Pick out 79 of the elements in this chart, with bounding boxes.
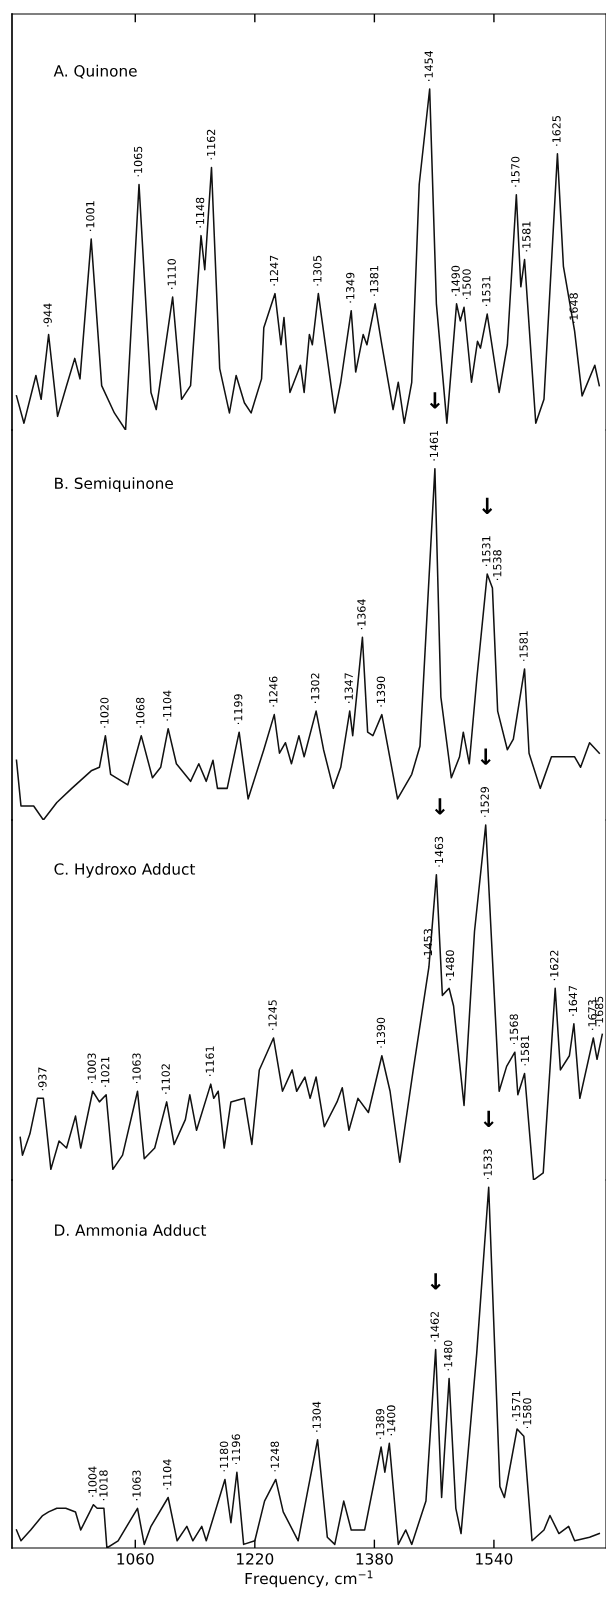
annotation: ·1110 bbox=[167, 259, 176, 289]
annotation: ·1063 bbox=[132, 1470, 141, 1501]
annotation: ·1533 bbox=[483, 1149, 492, 1180]
annotation: ·1570 bbox=[511, 156, 520, 187]
annotation: ·1685 bbox=[594, 996, 604, 1027]
annotation: ·1196 bbox=[231, 1434, 241, 1465]
annotation: ·1490 bbox=[451, 265, 460, 296]
annotation: ·1068 bbox=[136, 697, 145, 728]
annotation: ·1581 bbox=[522, 221, 531, 252]
annotation: ·1480 bbox=[445, 950, 455, 981]
annotation: ·1364 bbox=[357, 599, 366, 630]
annotation: ·1389 bbox=[375, 1409, 385, 1439]
annotation: ·1538 bbox=[493, 550, 502, 580]
annotation: ·1622 bbox=[550, 950, 559, 981]
annotation: ·1581 bbox=[519, 631, 528, 661]
x-tick-label: 1540 bbox=[476, 1553, 513, 1565]
annotation: ·1673 bbox=[588, 1000, 597, 1030]
annotation: ·1463 bbox=[434, 836, 444, 867]
annotation: ·1180 bbox=[219, 1441, 229, 1472]
annotation: ·1400 bbox=[386, 1405, 396, 1436]
annotation: ↓ bbox=[483, 1110, 494, 1128]
text: B. Semiquinone bbox=[55, 477, 173, 492]
annotation: ·1302 bbox=[310, 673, 320, 703]
annotation: ·1453 bbox=[423, 929, 433, 959]
annotation: ·1020 bbox=[100, 697, 109, 728]
annotation: ·1568 bbox=[509, 1014, 519, 1045]
annotation: ·937 bbox=[38, 1067, 47, 1091]
annotation: ·1305 bbox=[313, 255, 322, 286]
text: D. Ammonia Adduct bbox=[55, 1224, 207, 1236]
annotation: ·1347 bbox=[344, 673, 353, 703]
x-tick-label: 1220 bbox=[237, 1553, 274, 1565]
annotation: ·1247 bbox=[269, 255, 279, 286]
annotation: ·1647 bbox=[568, 985, 578, 1016]
annotation: ·1571 bbox=[512, 1391, 521, 1421]
annotation: ·1581 bbox=[520, 1035, 530, 1066]
annotation: ↓ bbox=[430, 1273, 441, 1290]
annotation: ·1390 bbox=[376, 676, 386, 707]
annotation: ·1461 bbox=[429, 430, 439, 461]
annotation: ·1531 bbox=[482, 536, 491, 566]
annotation: ·1104 bbox=[162, 690, 172, 721]
annotation: ·1500 bbox=[462, 269, 471, 300]
annotation: ·1065 bbox=[133, 146, 143, 177]
annotation: ·1003 bbox=[87, 1053, 96, 1084]
annotation: ·1390 bbox=[376, 1017, 386, 1048]
x-axis-title: Frequency, cm$^{−1}$ bbox=[245, 1570, 373, 1588]
annotation: ·1248 bbox=[270, 1441, 279, 1472]
annotation: ·1648 bbox=[569, 293, 578, 323]
annotation: ·1104 bbox=[162, 1459, 172, 1490]
annotation: ·1580 bbox=[522, 1398, 532, 1429]
annotation: ↓ bbox=[480, 748, 491, 765]
annotation: ·1381 bbox=[369, 266, 379, 296]
annotation: ·1349 bbox=[346, 272, 355, 303]
annotation: ·1454 bbox=[424, 50, 433, 81]
annotation: ·1246 bbox=[269, 676, 278, 707]
annotation: ·1199 bbox=[233, 694, 243, 725]
annotation: ·1162 bbox=[206, 129, 216, 160]
annotation: ·1462 bbox=[430, 1311, 439, 1342]
annotation: ·1529 bbox=[480, 787, 489, 817]
annotation: ·1161 bbox=[205, 1046, 214, 1077]
annotation: ·1018 bbox=[99, 1470, 108, 1501]
annotation: ·944 bbox=[43, 303, 52, 327]
annotation: ↓ bbox=[482, 497, 493, 514]
x-tick-label: 1380 bbox=[356, 1553, 393, 1565]
annotation: ↓ bbox=[434, 798, 445, 815]
annotation: ·1531 bbox=[482, 276, 491, 306]
annotation: ·1063 bbox=[132, 1053, 141, 1084]
annotation: ·1102 bbox=[161, 1064, 170, 1094]
annotation: ·1021 bbox=[100, 1057, 110, 1087]
text: C. Hydroxo Adduct bbox=[54, 863, 196, 878]
annotation: ·1480 bbox=[443, 1340, 453, 1371]
annotation: ·1245 bbox=[268, 1000, 277, 1030]
x-tick-label: 1060 bbox=[117, 1553, 154, 1565]
annotation: ·1148 bbox=[195, 197, 205, 228]
annotation: ·1304 bbox=[312, 1401, 321, 1432]
annotation: ·1001 bbox=[86, 201, 95, 231]
annotation: ·1625 bbox=[552, 116, 561, 146]
annotation: ·1004 bbox=[88, 1466, 97, 1497]
chart-title: A. Quinone bbox=[53, 64, 137, 79]
annotation: ↓ bbox=[429, 392, 440, 409]
